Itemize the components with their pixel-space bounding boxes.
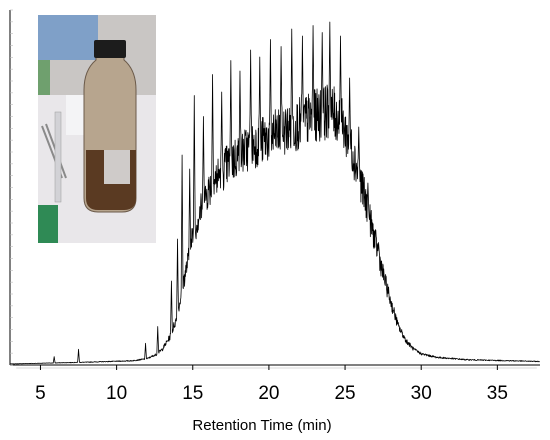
x-axis-label: Retention Time (min) xyxy=(192,417,331,434)
bottle-cap xyxy=(94,40,126,58)
inset-photo xyxy=(38,15,156,243)
x-tick-label: 25 xyxy=(334,383,355,404)
x-tick-label: 10 xyxy=(106,383,127,404)
axes-layer: 5 10 15 20 25 30 35 Retention Time (min) xyxy=(9,9,540,434)
inset-green-edge-top xyxy=(38,60,50,95)
x-tick-label: 5 xyxy=(35,383,46,404)
x-tick-label: 35 xyxy=(487,383,508,404)
inset-tube xyxy=(54,111,62,203)
inset-window xyxy=(38,15,98,60)
trace-layer xyxy=(9,21,540,365)
x-tick-label: 20 xyxy=(258,383,279,404)
chromatogram-trace xyxy=(9,21,540,365)
bottle-label xyxy=(104,150,130,184)
inset-green-edge xyxy=(38,205,58,243)
x-tick-label: 15 xyxy=(182,383,203,404)
x-tick-label: 30 xyxy=(411,383,432,404)
